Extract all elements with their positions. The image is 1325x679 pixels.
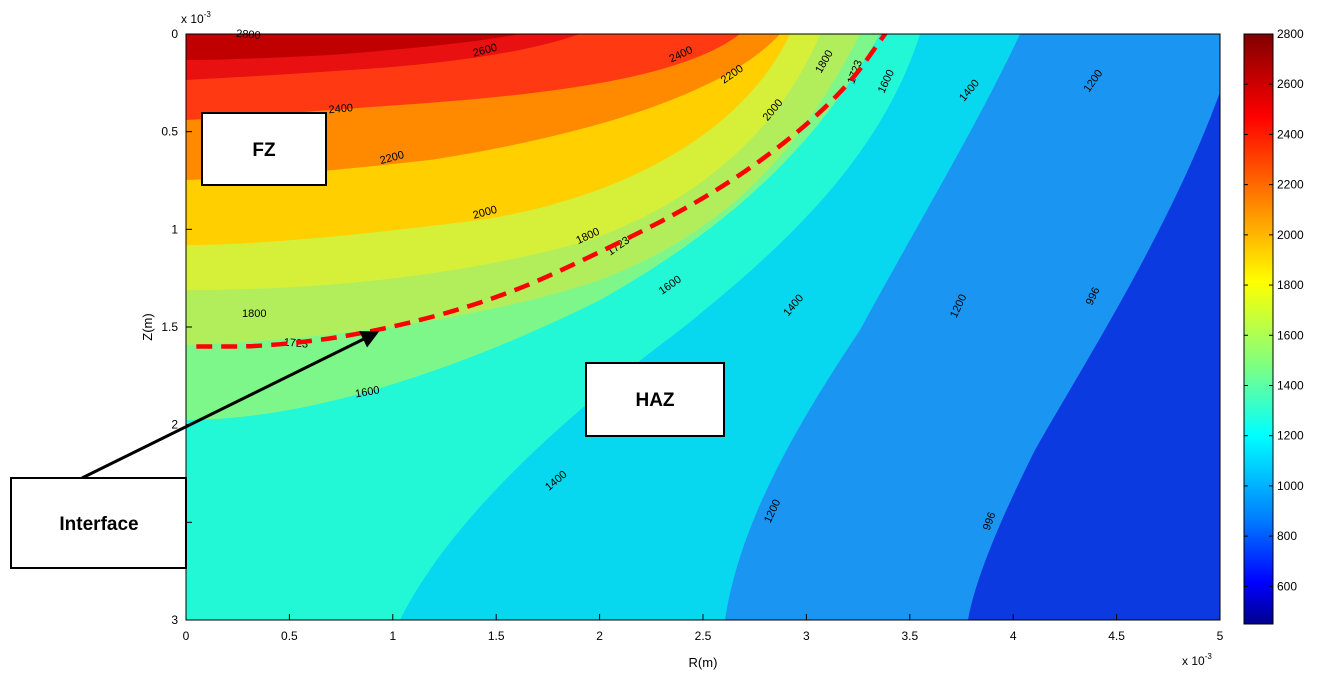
svg-text:FZ: FZ [252, 140, 276, 161]
x-multiplier-exponent: -3 [1205, 652, 1213, 661]
colorbar-tick-label: 2000 [1277, 228, 1304, 242]
region-2800 [186, 34, 520, 60]
colorbar-tick-label: 2200 [1277, 178, 1304, 192]
colorbar-tick-label: 1800 [1277, 278, 1304, 292]
y-axis-label: Z(m) [140, 313, 155, 340]
x-axis-label: R(m) [689, 655, 718, 670]
x-tick-label: 2 [596, 629, 603, 643]
x-tick-label: 3.5 [901, 629, 918, 643]
contour-label: 2400 [328, 102, 353, 116]
x-axis-multiplier: x 10-3 [1182, 652, 1212, 668]
annotation-haz: HAZ [585, 362, 725, 437]
x-axis: 0 0.5 1 1.5 2 2.5 3 3.5 4 4.5 5 [183, 614, 1224, 643]
x-tick-label: 5 [1217, 629, 1224, 643]
colorbar-tick-label: 1200 [1277, 429, 1304, 443]
y-multiplier-base: x 10 [181, 12, 204, 26]
colorbar-ticks: 2800 2600 2400 2200 2000 1800 1600 1400 1200 1000… [1244, 27, 1304, 593]
x-tick-label: 4 [1010, 629, 1017, 643]
y-tick-label: 0 [171, 27, 178, 41]
x-tick-label: 2.5 [695, 629, 712, 643]
x-tick-label: 0 [183, 629, 190, 643]
colorbar-gradient [1243, 33, 1274, 625]
y-tick-label: 0.5 [161, 125, 178, 139]
y-tick-label: 1 [171, 222, 178, 236]
y-tick-label: 1.5 [161, 320, 178, 334]
colorbar: 2800 2600 2400 2200 2000 1800 1600 1400 1200 1000… [1243, 27, 1304, 625]
colorbar-tick-label: 2600 [1277, 77, 1304, 91]
colorbar-tick-label: 2400 [1277, 127, 1304, 141]
colorbar-tick-label: 1400 [1277, 378, 1304, 392]
x-multiplier-base: x 10 [1182, 654, 1205, 668]
interface-curve [196, 34, 888, 349]
colorbar-tick-label: 1600 [1277, 328, 1304, 342]
y-axis-multiplier: x 10-3 [181, 10, 211, 26]
contour-label: 1800 [242, 308, 266, 320]
interface-arrow [81, 331, 380, 480]
contour-label: 996 [981, 511, 999, 532]
y-tick-label: 3 [171, 613, 178, 627]
svg-text:Interface: Interface [59, 514, 138, 535]
x-tick-label: 1 [389, 629, 396, 643]
colorbar-tick-label: 800 [1277, 529, 1297, 543]
y-multiplier-exponent: -3 [204, 10, 212, 19]
annotation-interface: Interface [10, 477, 187, 569]
plot-area [186, 34, 1220, 620]
colorbar-tick-label: 2800 [1277, 27, 1304, 41]
colorbar-tick-label: 1000 [1277, 479, 1304, 493]
y-tick-label: 2 [171, 418, 178, 432]
x-tick-label: 1.5 [488, 629, 505, 643]
x-tick-label: 3 [803, 629, 810, 643]
svg-text:HAZ: HAZ [635, 390, 674, 411]
x-tick-label: 4.5 [1108, 629, 1125, 643]
x-tick-label: 0.5 [281, 629, 298, 643]
annotation-fz: FZ [201, 112, 327, 186]
contour-label: 2800 [236, 28, 261, 42]
contour-label: 1600 [354, 384, 380, 400]
colorbar-tick-label: 600 [1277, 579, 1297, 593]
